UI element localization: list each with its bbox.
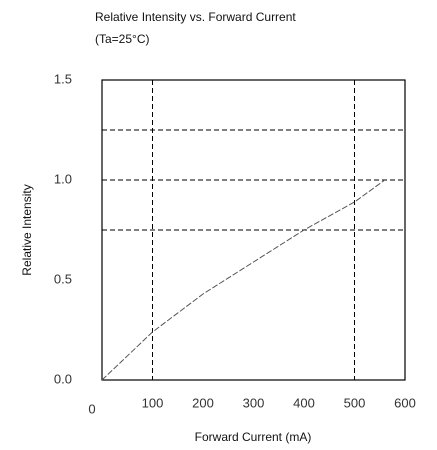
x-tick-label: 0 xyxy=(88,401,95,416)
x-axis-label: Forward Current (mA) xyxy=(195,430,312,444)
chart-title: Relative Intensity vs. Forward Current xyxy=(95,10,296,24)
y-tick-label: 0.5 xyxy=(54,271,72,286)
x-tick-label: 100 xyxy=(142,395,164,410)
x-tick-label: 600 xyxy=(394,395,416,410)
x-tick-label: 300 xyxy=(243,395,265,410)
y-tick-label: 1.5 xyxy=(54,71,72,86)
x-tick-label: 200 xyxy=(192,395,214,410)
y-axis-label: Relative Intensity xyxy=(20,184,34,275)
x-tick-label: 400 xyxy=(293,395,315,410)
x-tick-label: 500 xyxy=(344,395,366,410)
y-tick-label: 1.0 xyxy=(54,171,72,186)
chart-subtitle: (Ta=25°C) xyxy=(95,32,150,46)
y-tick-label: 0.0 xyxy=(54,371,72,386)
data-line xyxy=(101,179,386,381)
